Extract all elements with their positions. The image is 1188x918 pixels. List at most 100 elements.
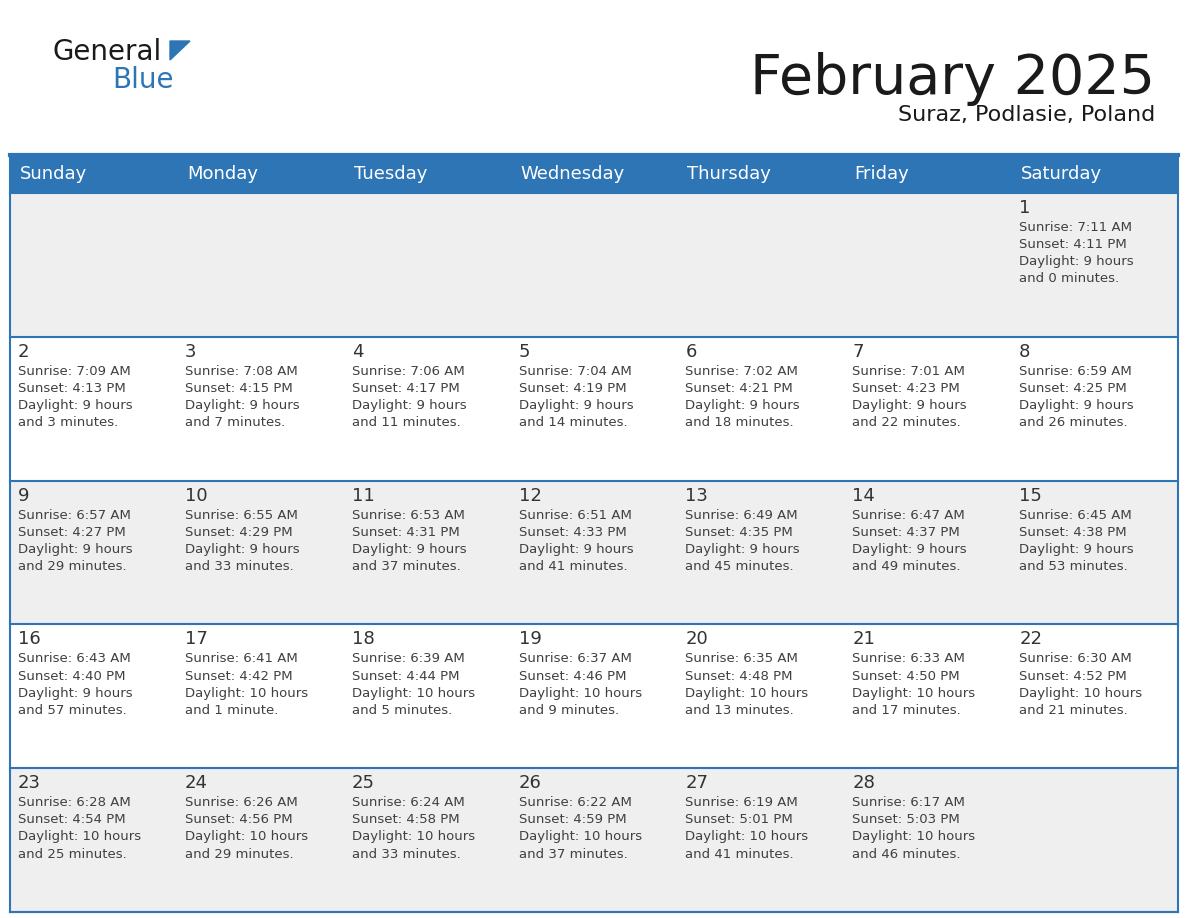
Text: Sunset: 4:58 PM: Sunset: 4:58 PM [352, 813, 460, 826]
Text: Daylight: 10 hours: Daylight: 10 hours [519, 687, 642, 700]
Text: Sunset: 4:25 PM: Sunset: 4:25 PM [1019, 382, 1127, 395]
Text: Sunset: 4:15 PM: Sunset: 4:15 PM [185, 382, 292, 395]
Text: and 37 minutes.: and 37 minutes. [519, 847, 627, 860]
Bar [10, 337, 1178, 481]
Text: 21: 21 [852, 631, 876, 648]
Text: and 33 minutes.: and 33 minutes. [352, 847, 461, 860]
Text: 15: 15 [1019, 487, 1042, 505]
Text: Sunrise: 6:43 AM: Sunrise: 6:43 AM [18, 653, 131, 666]
Text: Sunday: Sunday [20, 165, 87, 183]
Text: and 7 minutes.: and 7 minutes. [185, 416, 285, 429]
Text: Sunset: 5:01 PM: Sunset: 5:01 PM [685, 813, 794, 826]
Text: Sunrise: 7:04 AM: Sunrise: 7:04 AM [519, 364, 631, 378]
Text: Sunset: 4:33 PM: Sunset: 4:33 PM [519, 526, 626, 539]
Text: General: General [52, 38, 162, 66]
Text: 28: 28 [852, 774, 876, 792]
Text: Daylight: 9 hours: Daylight: 9 hours [1019, 399, 1133, 412]
Text: Sunset: 4:19 PM: Sunset: 4:19 PM [519, 382, 626, 395]
Text: Daylight: 9 hours: Daylight: 9 hours [519, 399, 633, 412]
Text: 18: 18 [352, 631, 374, 648]
Text: 3: 3 [185, 342, 196, 361]
Text: Sunrise: 6:24 AM: Sunrise: 6:24 AM [352, 796, 465, 809]
Text: Sunset: 4:21 PM: Sunset: 4:21 PM [685, 382, 794, 395]
Text: Sunset: 4:56 PM: Sunset: 4:56 PM [185, 813, 292, 826]
Text: 4: 4 [352, 342, 364, 361]
Text: Daylight: 9 hours: Daylight: 9 hours [18, 399, 133, 412]
Text: and 9 minutes.: and 9 minutes. [519, 704, 619, 717]
Text: Friday: Friday [854, 165, 909, 183]
Text: Sunset: 4:37 PM: Sunset: 4:37 PM [852, 526, 960, 539]
Text: Daylight: 9 hours: Daylight: 9 hours [18, 543, 133, 555]
Text: and 33 minutes.: and 33 minutes. [185, 560, 293, 573]
Text: Sunrise: 7:02 AM: Sunrise: 7:02 AM [685, 364, 798, 378]
Text: Sunrise: 6:35 AM: Sunrise: 6:35 AM [685, 653, 798, 666]
Text: February 2025: February 2025 [750, 52, 1155, 106]
Text: 19: 19 [519, 631, 542, 648]
Text: Sunrise: 6:26 AM: Sunrise: 6:26 AM [185, 796, 298, 809]
Text: 27: 27 [685, 774, 708, 792]
Text: and 41 minutes.: and 41 minutes. [685, 847, 794, 860]
Text: Sunrise: 7:11 AM: Sunrise: 7:11 AM [1019, 221, 1132, 234]
Text: and 1 minute.: and 1 minute. [185, 704, 278, 717]
Text: and 5 minutes.: and 5 minutes. [352, 704, 451, 717]
Text: Sunset: 4:17 PM: Sunset: 4:17 PM [352, 382, 460, 395]
Polygon shape [170, 41, 190, 60]
Text: and 14 minutes.: and 14 minutes. [519, 416, 627, 429]
Text: Sunrise: 6:51 AM: Sunrise: 6:51 AM [519, 509, 632, 521]
Text: Sunrise: 7:01 AM: Sunrise: 7:01 AM [852, 364, 965, 378]
Text: Daylight: 9 hours: Daylight: 9 hours [352, 399, 467, 412]
Text: 24: 24 [185, 774, 208, 792]
Text: Daylight: 9 hours: Daylight: 9 hours [1019, 255, 1133, 268]
Text: 2: 2 [18, 342, 30, 361]
Text: Sunset: 4:13 PM: Sunset: 4:13 PM [18, 382, 126, 395]
Text: Monday: Monday [187, 165, 258, 183]
Text: Sunrise: 7:09 AM: Sunrise: 7:09 AM [18, 364, 131, 378]
Text: Sunset: 4:46 PM: Sunset: 4:46 PM [519, 669, 626, 682]
Text: Daylight: 9 hours: Daylight: 9 hours [185, 399, 299, 412]
Text: 5: 5 [519, 342, 530, 361]
Text: Daylight: 10 hours: Daylight: 10 hours [852, 831, 975, 844]
Text: and 25 minutes.: and 25 minutes. [18, 847, 127, 860]
Text: 10: 10 [185, 487, 208, 505]
Text: Daylight: 9 hours: Daylight: 9 hours [1019, 543, 1133, 555]
Text: 7: 7 [852, 342, 864, 361]
Text: Sunrise: 6:53 AM: Sunrise: 6:53 AM [352, 509, 465, 521]
Text: 22: 22 [1019, 631, 1042, 648]
Text: Sunrise: 6:45 AM: Sunrise: 6:45 AM [1019, 509, 1132, 521]
Text: Daylight: 9 hours: Daylight: 9 hours [352, 543, 467, 555]
Text: 8: 8 [1019, 342, 1030, 361]
Text: 13: 13 [685, 487, 708, 505]
Text: 9: 9 [18, 487, 30, 505]
Text: Sunrise: 7:06 AM: Sunrise: 7:06 AM [352, 364, 465, 378]
Text: and 13 minutes.: and 13 minutes. [685, 704, 795, 717]
Text: Sunrise: 6:49 AM: Sunrise: 6:49 AM [685, 509, 798, 521]
Text: and 41 minutes.: and 41 minutes. [519, 560, 627, 573]
Text: Sunset: 4:59 PM: Sunset: 4:59 PM [519, 813, 626, 826]
Text: Daylight: 9 hours: Daylight: 9 hours [685, 543, 800, 555]
Bar [845, 155, 1011, 193]
Text: Thursday: Thursday [688, 165, 771, 183]
Text: Daylight: 9 hours: Daylight: 9 hours [18, 687, 133, 700]
Text: Sunset: 4:23 PM: Sunset: 4:23 PM [852, 382, 960, 395]
Bar [10, 624, 1178, 768]
Text: Daylight: 10 hours: Daylight: 10 hours [352, 687, 475, 700]
Text: Sunset: 4:44 PM: Sunset: 4:44 PM [352, 669, 460, 682]
Text: Suraz, Podlasie, Poland: Suraz, Podlasie, Poland [898, 105, 1155, 125]
Text: 25: 25 [352, 774, 374, 792]
Text: Daylight: 10 hours: Daylight: 10 hours [685, 831, 809, 844]
Text: Sunrise: 6:37 AM: Sunrise: 6:37 AM [519, 653, 632, 666]
Text: Tuesday: Tuesday [354, 165, 428, 183]
Text: 6: 6 [685, 342, 697, 361]
Text: Sunset: 4:11 PM: Sunset: 4:11 PM [1019, 238, 1127, 252]
Text: Sunrise: 6:33 AM: Sunrise: 6:33 AM [852, 653, 965, 666]
Text: Daylight: 10 hours: Daylight: 10 hours [185, 831, 308, 844]
Text: Daylight: 9 hours: Daylight: 9 hours [852, 399, 967, 412]
Text: and 46 minutes.: and 46 minutes. [852, 847, 961, 860]
Text: and 11 minutes.: and 11 minutes. [352, 416, 461, 429]
Text: Sunrise: 6:17 AM: Sunrise: 6:17 AM [852, 796, 965, 809]
Text: Daylight: 10 hours: Daylight: 10 hours [1019, 687, 1143, 700]
Text: Daylight: 10 hours: Daylight: 10 hours [519, 831, 642, 844]
Text: Sunset: 4:52 PM: Sunset: 4:52 PM [1019, 669, 1127, 682]
Bar [677, 155, 845, 193]
Text: Daylight: 10 hours: Daylight: 10 hours [685, 687, 809, 700]
